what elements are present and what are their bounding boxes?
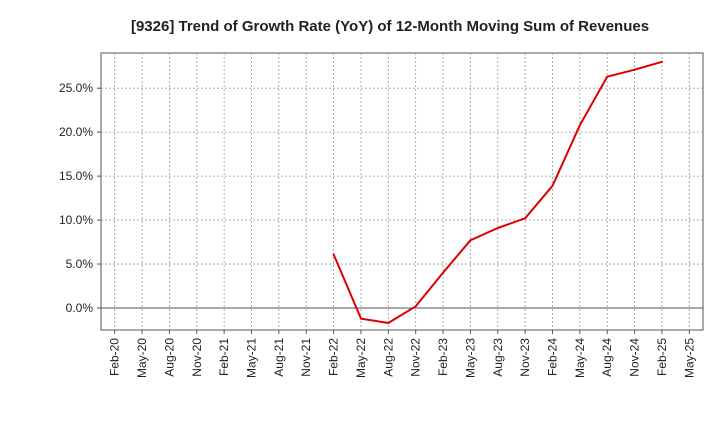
x-tick-label: Nov-21 (299, 338, 313, 377)
data-point (660, 60, 663, 63)
data-point (469, 239, 472, 242)
plot-area (100, 52, 704, 331)
data-point (524, 217, 527, 220)
data-point (387, 321, 390, 324)
x-tick-label: Nov-22 (409, 338, 423, 377)
y-tick-label: 5.0% (66, 257, 94, 271)
grid-lines (101, 53, 703, 330)
x-tick-label: Feb-20 (108, 338, 122, 376)
x-tick-label: May-25 (682, 338, 696, 378)
x-tick-label: May-22 (354, 338, 368, 378)
y-axis-ticks: 0.0% 5.0% 10.0% 15.0% 20.0% 25.0% (59, 81, 101, 315)
y-tick-label: 0.0% (66, 301, 94, 315)
x-tick-label: Aug-20 (162, 338, 176, 377)
data-point (606, 75, 609, 78)
x-tick-label: May-23 (463, 338, 477, 378)
x-axis-ticks: Feb-20 May-20 Aug-20 Nov-20 Feb-21 May-21 Aug-… (108, 330, 696, 378)
x-tick-label: May-21 (245, 338, 259, 378)
x-tick-label: Nov-24 (628, 338, 642, 377)
x-tick-label: Aug-22 (381, 338, 395, 377)
x-tick-label: Aug-21 (272, 338, 286, 377)
data-point (633, 68, 636, 71)
x-tick-label: May-24 (573, 338, 587, 378)
x-tick-label: Aug-23 (491, 338, 505, 377)
x-tick-label: Aug-24 (600, 338, 614, 377)
x-tick-label: Nov-23 (518, 338, 532, 377)
y-tick-label: 25.0% (59, 81, 93, 95)
x-tick-label: Feb-22 (327, 338, 341, 376)
data-point (578, 124, 581, 127)
data-point (442, 271, 445, 274)
x-tick-label: Feb-23 (436, 338, 450, 376)
data-point (496, 226, 499, 229)
data-point (359, 317, 362, 320)
x-tick-label: Feb-24 (546, 338, 560, 376)
y-tick-label: 10.0% (59, 213, 93, 227)
y-tick-label: 15.0% (59, 169, 93, 183)
x-tick-label: Feb-25 (655, 338, 669, 376)
series-layer (332, 60, 663, 324)
data-point (414, 305, 417, 308)
x-tick-label: Nov-20 (190, 338, 204, 377)
chart-title: [9326] Trend of Growth Rate (YoY) of 12-… (131, 18, 649, 35)
data-point (332, 253, 335, 256)
data-point (551, 184, 554, 187)
x-tick-label: Feb-21 (217, 338, 231, 376)
x-tick-label: May-20 (135, 338, 149, 378)
y-tick-label: 20.0% (59, 125, 93, 139)
